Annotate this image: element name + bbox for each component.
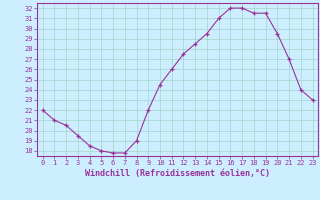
X-axis label: Windchill (Refroidissement éolien,°C): Windchill (Refroidissement éolien,°C) bbox=[85, 169, 270, 178]
